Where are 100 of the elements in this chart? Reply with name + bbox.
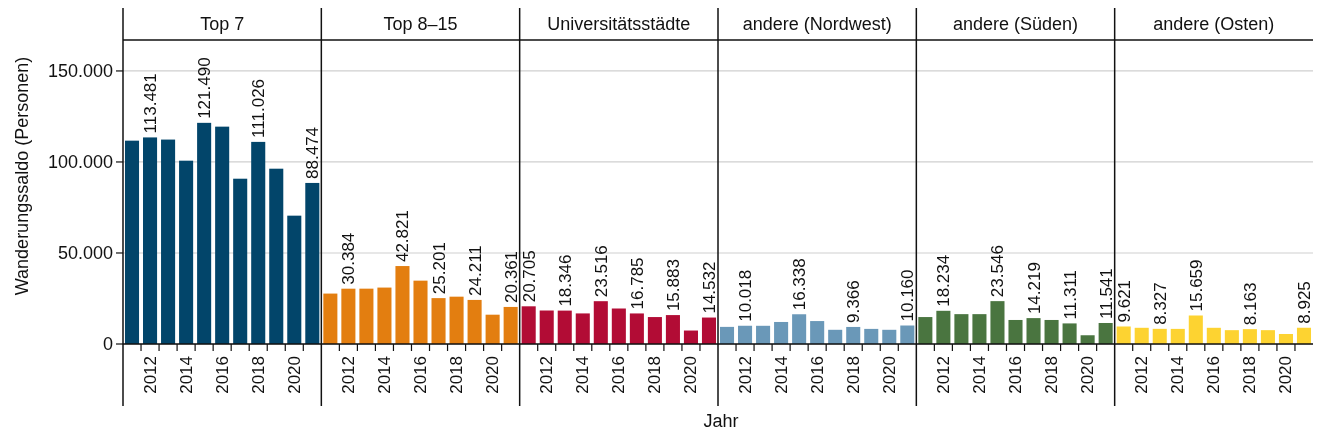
y-tick-label: 0 xyxy=(102,334,113,354)
bar xyxy=(485,314,500,344)
bar xyxy=(359,288,374,344)
bar xyxy=(124,140,140,344)
x-tick-label: 2016 xyxy=(609,356,629,394)
chart-title: Top 8–15 xyxy=(383,14,458,34)
x-tick-label: 2018 xyxy=(645,356,665,394)
data-label: 16.785 xyxy=(627,257,647,310)
chart-title: Universitätsstädte xyxy=(547,14,691,34)
x-tick-label: 2020 xyxy=(1276,356,1296,394)
bar xyxy=(774,321,789,344)
data-label: 20.705 xyxy=(519,250,539,303)
bar xyxy=(1224,330,1239,344)
bar xyxy=(1170,328,1185,344)
bar xyxy=(1098,322,1113,344)
chart-title: Top 7 xyxy=(200,14,245,34)
x-tick-label: 2020 xyxy=(879,356,899,394)
bar xyxy=(287,215,302,344)
bar xyxy=(1206,327,1221,344)
chart-title: andere (Süden) xyxy=(952,14,1079,34)
data-label: 25.201 xyxy=(429,242,449,295)
data-label: 23.516 xyxy=(591,245,611,298)
x-tick-label: 2014 xyxy=(176,356,196,394)
x-tick-label: 2014 xyxy=(1168,356,1188,394)
bar xyxy=(539,310,554,344)
bar xyxy=(323,293,338,344)
data-label: 8.163 xyxy=(1240,282,1260,326)
bar xyxy=(792,314,807,344)
x-tick-label: 2018 xyxy=(843,356,863,394)
data-label: 9.621 xyxy=(1114,279,1134,323)
bar xyxy=(161,139,176,344)
bar xyxy=(1152,328,1167,344)
data-label: 11.541 xyxy=(1096,268,1116,319)
bar xyxy=(1260,330,1275,344)
bar xyxy=(828,329,843,344)
y-tick-label: 150.000 xyxy=(47,60,113,81)
x-axis-title: Jahr xyxy=(703,411,739,431)
data-label: 10.160 xyxy=(897,269,917,322)
data-label: 14.532 xyxy=(699,261,719,314)
bar xyxy=(233,178,248,344)
x-tick-label: 2020 xyxy=(681,356,701,394)
x-tick-label: 2016 xyxy=(807,356,827,394)
data-label: 18.234 xyxy=(933,254,953,307)
bar xyxy=(810,321,825,344)
bar xyxy=(900,325,915,344)
bar xyxy=(954,314,969,344)
x-tick-label: 2012 xyxy=(933,356,953,394)
x-tick-label: 2018 xyxy=(248,356,268,394)
x-tick-label: 2018 xyxy=(1042,356,1062,394)
data-label: 23.546 xyxy=(987,245,1007,298)
y-tick-label: 50.000 xyxy=(57,242,113,263)
data-label: 9.366 xyxy=(843,280,863,323)
bar xyxy=(665,315,680,344)
data-label: 24.211 xyxy=(465,245,485,296)
data-label: 15.659 xyxy=(1186,259,1206,312)
bar xyxy=(341,288,356,344)
x-tick-label: 2020 xyxy=(1078,356,1098,394)
x-tick-label: 2016 xyxy=(1006,356,1025,394)
x-tick-label: 2014 xyxy=(969,356,989,394)
data-label: 121.490 xyxy=(194,57,214,119)
bar xyxy=(1188,315,1203,344)
bar xyxy=(846,326,861,344)
bar xyxy=(1116,326,1131,344)
bar xyxy=(1044,319,1059,344)
bar xyxy=(503,306,518,344)
bar xyxy=(918,317,933,344)
x-tick-label: 2018 xyxy=(447,356,467,394)
x-tick-label: 2012 xyxy=(537,356,557,394)
bar xyxy=(449,296,464,344)
data-label: 88.474 xyxy=(302,126,322,179)
x-tick-label: 2018 xyxy=(1240,356,1260,394)
bar xyxy=(972,314,987,344)
bar xyxy=(521,306,536,344)
bar xyxy=(269,168,284,344)
bar xyxy=(305,182,320,344)
x-tick-label: 2012 xyxy=(735,356,755,394)
y-axis-title: Wanderungssaldo (Personen) xyxy=(12,56,32,296)
bar xyxy=(413,280,428,344)
data-label: 8.327 xyxy=(1150,282,1170,325)
x-tick-label: 2016 xyxy=(411,356,430,394)
bar xyxy=(251,141,266,344)
bar xyxy=(936,310,951,344)
y-tick-label: 100.000 xyxy=(47,151,113,172)
x-tick-label: 2014 xyxy=(374,356,394,394)
bar xyxy=(593,301,608,344)
data-label: 8.925 xyxy=(1294,281,1314,324)
bar xyxy=(575,313,590,344)
bar xyxy=(1242,329,1257,344)
bar xyxy=(719,326,735,344)
data-label: 14.219 xyxy=(1024,262,1044,315)
x-tick-label: 2014 xyxy=(771,356,791,394)
chart-title: andere (Nordwest) xyxy=(742,14,892,34)
bar xyxy=(611,308,626,344)
chart-title: andere (Osten) xyxy=(1153,14,1275,34)
bar xyxy=(629,313,644,344)
bar xyxy=(467,299,482,344)
data-label: 20.361 xyxy=(501,250,521,303)
bar xyxy=(756,325,771,344)
data-label: 16.338 xyxy=(789,258,809,311)
bar xyxy=(377,287,392,344)
